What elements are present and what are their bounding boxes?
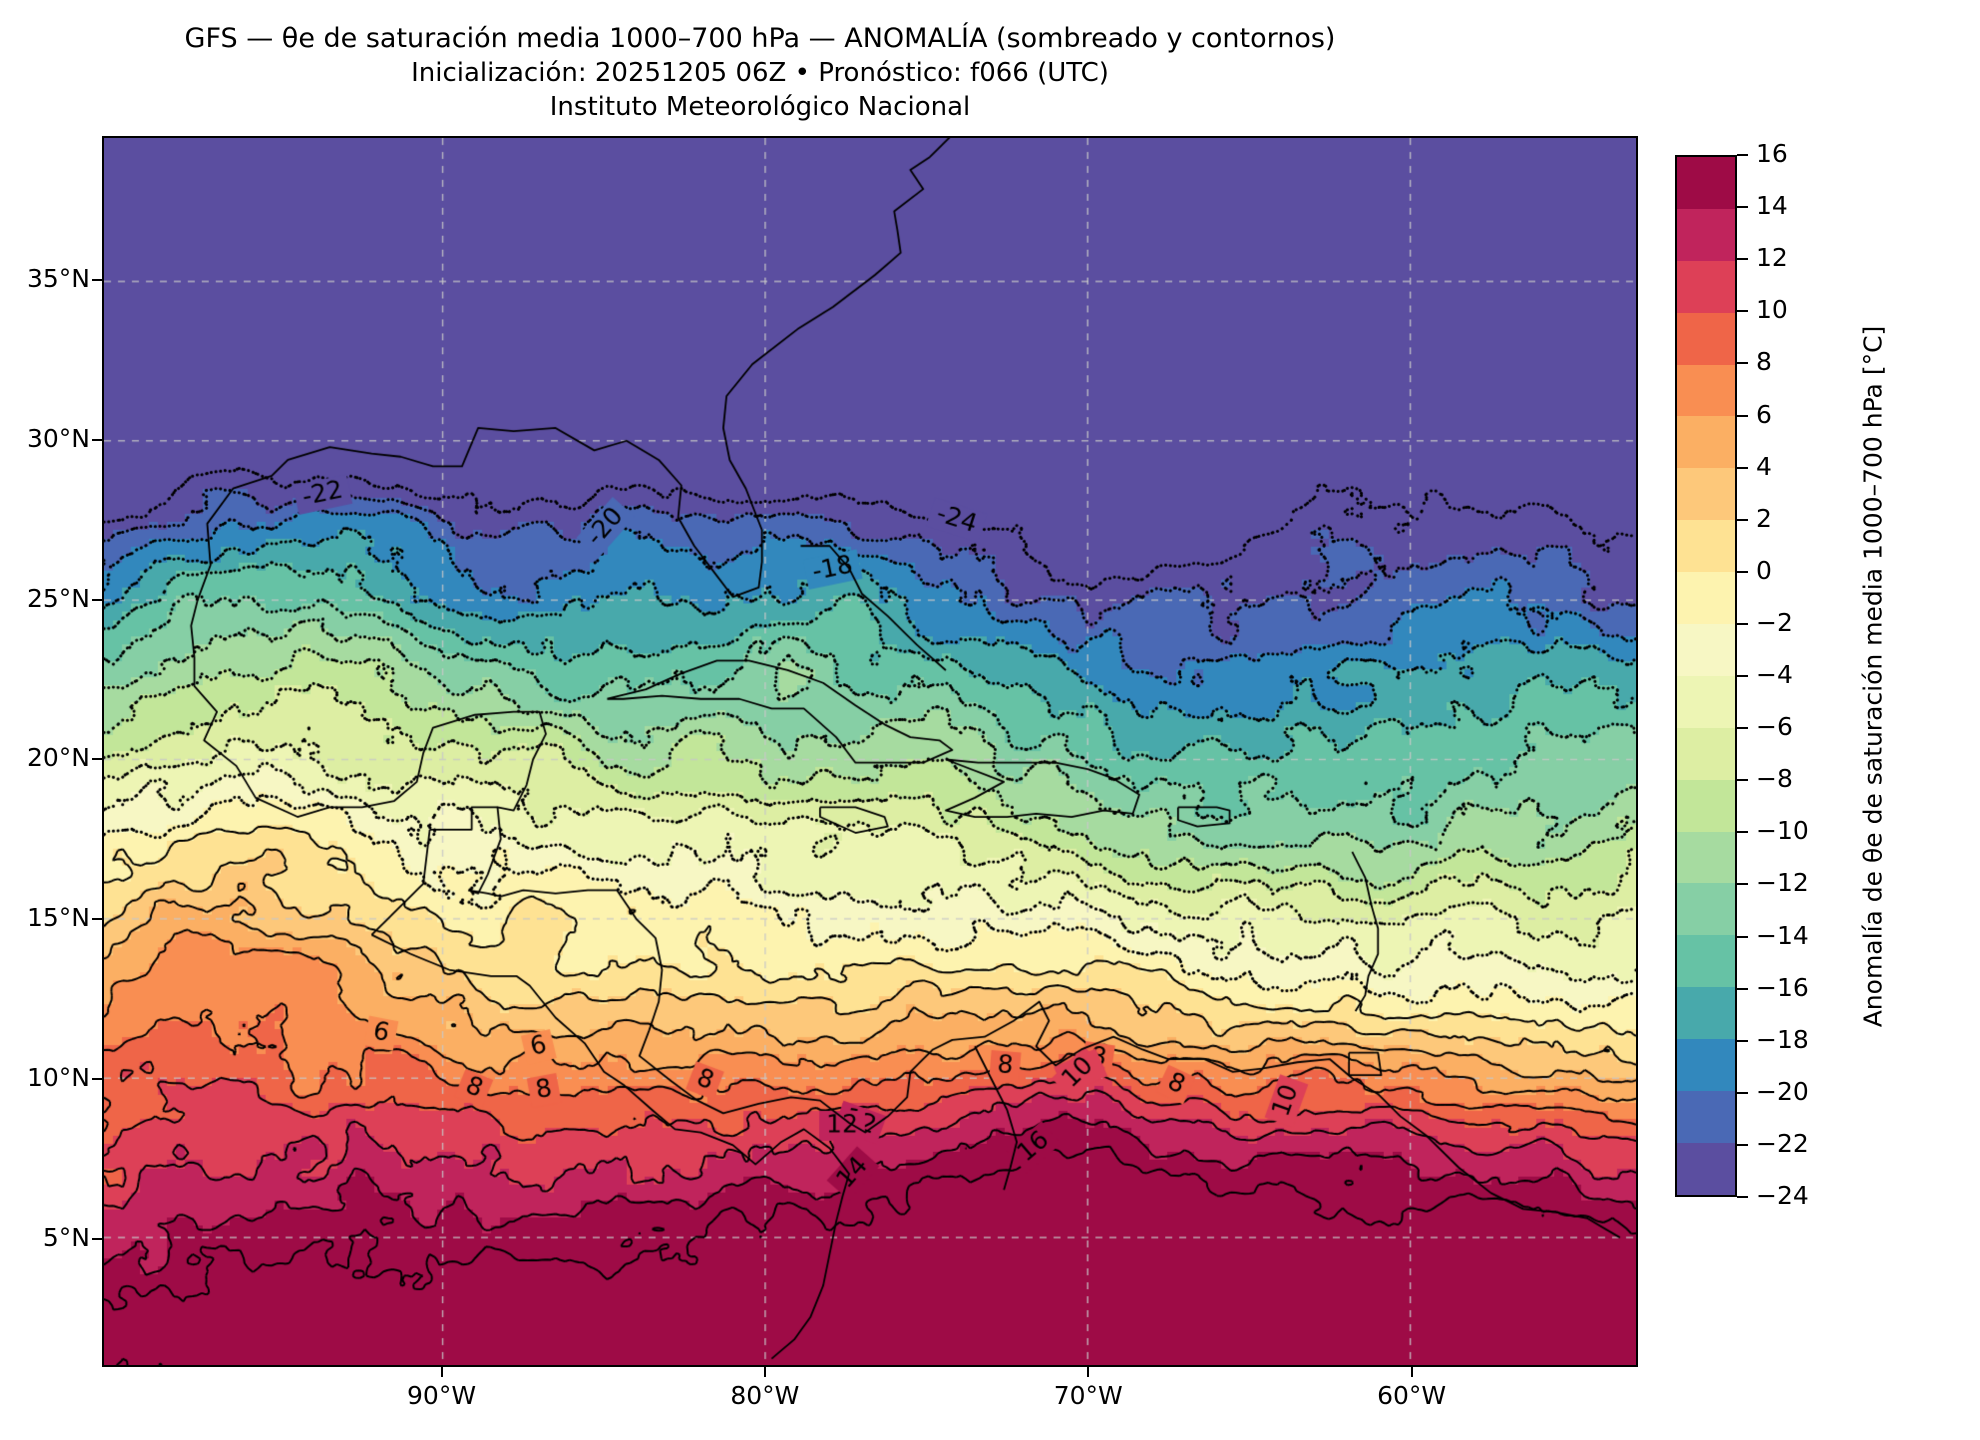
- longitude-tick-mark: [440, 1367, 443, 1377]
- colorbar-segment: [1677, 157, 1735, 209]
- latitude-tick-mark: [92, 1238, 102, 1241]
- longitude-tick-label: 80°W: [730, 1381, 800, 1410]
- colorbar-tick-mark: [1737, 1091, 1748, 1094]
- colorbar-tick-mark: [1737, 779, 1748, 782]
- longitude-tick-mark: [1087, 1367, 1090, 1377]
- latitude-tick-label: 30°N: [26, 423, 90, 453]
- colorbar-tick-label: 2: [1756, 503, 1772, 533]
- colorbar-tick-mark: [1737, 154, 1748, 156]
- colorbar-tick-label: 12: [1756, 243, 1788, 273]
- colorbar-tick-label: 4: [1756, 451, 1772, 481]
- colorbar-tick-label: −10: [1756, 816, 1809, 846]
- colorbar-tick-mark: [1737, 362, 1748, 365]
- latitude-tick-mark: [92, 598, 102, 601]
- latitude-tick-mark: [92, 1078, 102, 1081]
- colorbar-tick-mark: [1737, 987, 1748, 990]
- colorbar-tick-mark: [1737, 1196, 1748, 1198]
- longitude-tick-mark: [1410, 1367, 1413, 1377]
- colorbar-segment: [1677, 416, 1735, 469]
- colorbar-tick-label: −22: [1756, 1128, 1809, 1158]
- latitude-tick-label: 15°N: [26, 903, 90, 933]
- colorbar-tick-label: 6: [1756, 399, 1772, 429]
- colorbar-tick-mark: [1737, 831, 1748, 834]
- longitude-tick-label: 70°W: [1053, 1381, 1123, 1410]
- colorbar-tick-mark: [1737, 1143, 1748, 1146]
- colorbar-tick-mark: [1737, 206, 1748, 209]
- colorbar-tick-mark: [1737, 675, 1748, 677]
- colorbar-tick-mark: [1737, 622, 1748, 625]
- longitude-tick-label: 90°W: [407, 1381, 477, 1410]
- colorbar-tick-label: −16: [1756, 972, 1809, 1002]
- latitude-tick-mark: [92, 758, 102, 761]
- colorbar-tick-label: 0: [1756, 555, 1772, 585]
- figure-title-line3: Instituto Meteorológico Nacional: [549, 92, 971, 122]
- colorbar-tick-label: 14: [1756, 191, 1788, 221]
- colorbar-tick-mark: [1737, 1039, 1748, 1042]
- colorbar-tick-label: 10: [1756, 295, 1788, 325]
- latitude-tick-label: 5°N: [42, 1223, 90, 1253]
- latitude-tick-label: 10°N: [26, 1063, 90, 1093]
- colorbar-tick-mark: [1737, 310, 1748, 313]
- colorbar-tick-mark: [1737, 883, 1748, 886]
- colorbar-segment: [1677, 1039, 1735, 1092]
- colorbar-tick-label: −18: [1756, 1024, 1809, 1054]
- colorbar-segment: [1677, 1142, 1735, 1195]
- colorbar-segment: [1677, 935, 1735, 988]
- colorbar-tick-mark: [1737, 570, 1748, 573]
- colorbar-tick-label: −14: [1756, 920, 1809, 950]
- colorbar-axis-label-text: Anomalía de θe de saturación media 1000–…: [1858, 325, 1888, 1027]
- colorbar-tick-label: −20: [1756, 1076, 1809, 1106]
- colorbar-tick-label: −24: [1756, 1181, 1809, 1210]
- latitude-tick-label: 35°N: [26, 263, 90, 293]
- colorbar-segment: [1677, 987, 1735, 1040]
- latitude-tick-mark: [92, 918, 102, 921]
- colorbar-segment: [1677, 727, 1735, 780]
- colorbar-segment: [1677, 312, 1735, 365]
- longitude-tick-mark: [763, 1367, 766, 1377]
- colorbar-tick-mark: [1737, 518, 1748, 521]
- colorbar-tick-mark: [1737, 258, 1748, 261]
- colorbar-tick-mark: [1737, 727, 1748, 730]
- figure-title-block: GFS — θe de saturación media 1000–700 hP…: [0, 22, 1520, 124]
- latitude-tick-label: 25°N: [26, 583, 90, 613]
- colorbar-tick-mark: [1737, 935, 1748, 938]
- colorbar-segment: [1677, 831, 1735, 884]
- latitude-tick-mark: [92, 438, 102, 441]
- figure-title-line2: Inicialización: 20251205 06Z • Pronóstic…: [411, 58, 1109, 88]
- latitude-tick-mark: [92, 278, 102, 281]
- latitude-tick-label: 20°N: [26, 743, 90, 773]
- colorbar-tick-label: −4: [1756, 660, 1793, 689]
- colorbar-segment: [1677, 1091, 1735, 1143]
- colorbar-segment: [1677, 208, 1735, 261]
- colorbar-segment: [1677, 572, 1735, 625]
- colorbar-segment: [1677, 468, 1735, 521]
- colorbar-tick-mark: [1737, 414, 1748, 417]
- colorbar-axis-label: Anomalía de θe de saturación media 1000–…: [1856, 155, 1890, 1197]
- colorbar-tick-label: −2: [1756, 607, 1793, 637]
- colorbar-segment: [1677, 675, 1735, 728]
- colorbar-tick-mark: [1737, 466, 1748, 469]
- colorbar-tick-label: 8: [1756, 347, 1772, 377]
- figure-title-line1: GFS — θe de saturación media 1000–700 hP…: [184, 23, 1336, 54]
- colorbar-tick-label: 16: [1756, 139, 1788, 168]
- longitude-tick-label: 60°W: [1377, 1381, 1447, 1410]
- colorbar-segment: [1677, 779, 1735, 832]
- colorbar: [1675, 155, 1737, 1197]
- colorbar-segment: [1677, 624, 1735, 676]
- colorbar-segment: [1677, 883, 1735, 936]
- colorbar-tick-label: −6: [1756, 712, 1793, 742]
- colorbar-tick-label: −8: [1756, 764, 1793, 794]
- map-plot-area: [102, 136, 1638, 1367]
- colorbar-tick-label: −12: [1756, 868, 1809, 898]
- colorbar-segment: [1677, 260, 1735, 313]
- colorbar-segment: [1677, 520, 1735, 573]
- anomaly-field-canvas: [104, 138, 1636, 1365]
- colorbar-segment: [1677, 364, 1735, 417]
